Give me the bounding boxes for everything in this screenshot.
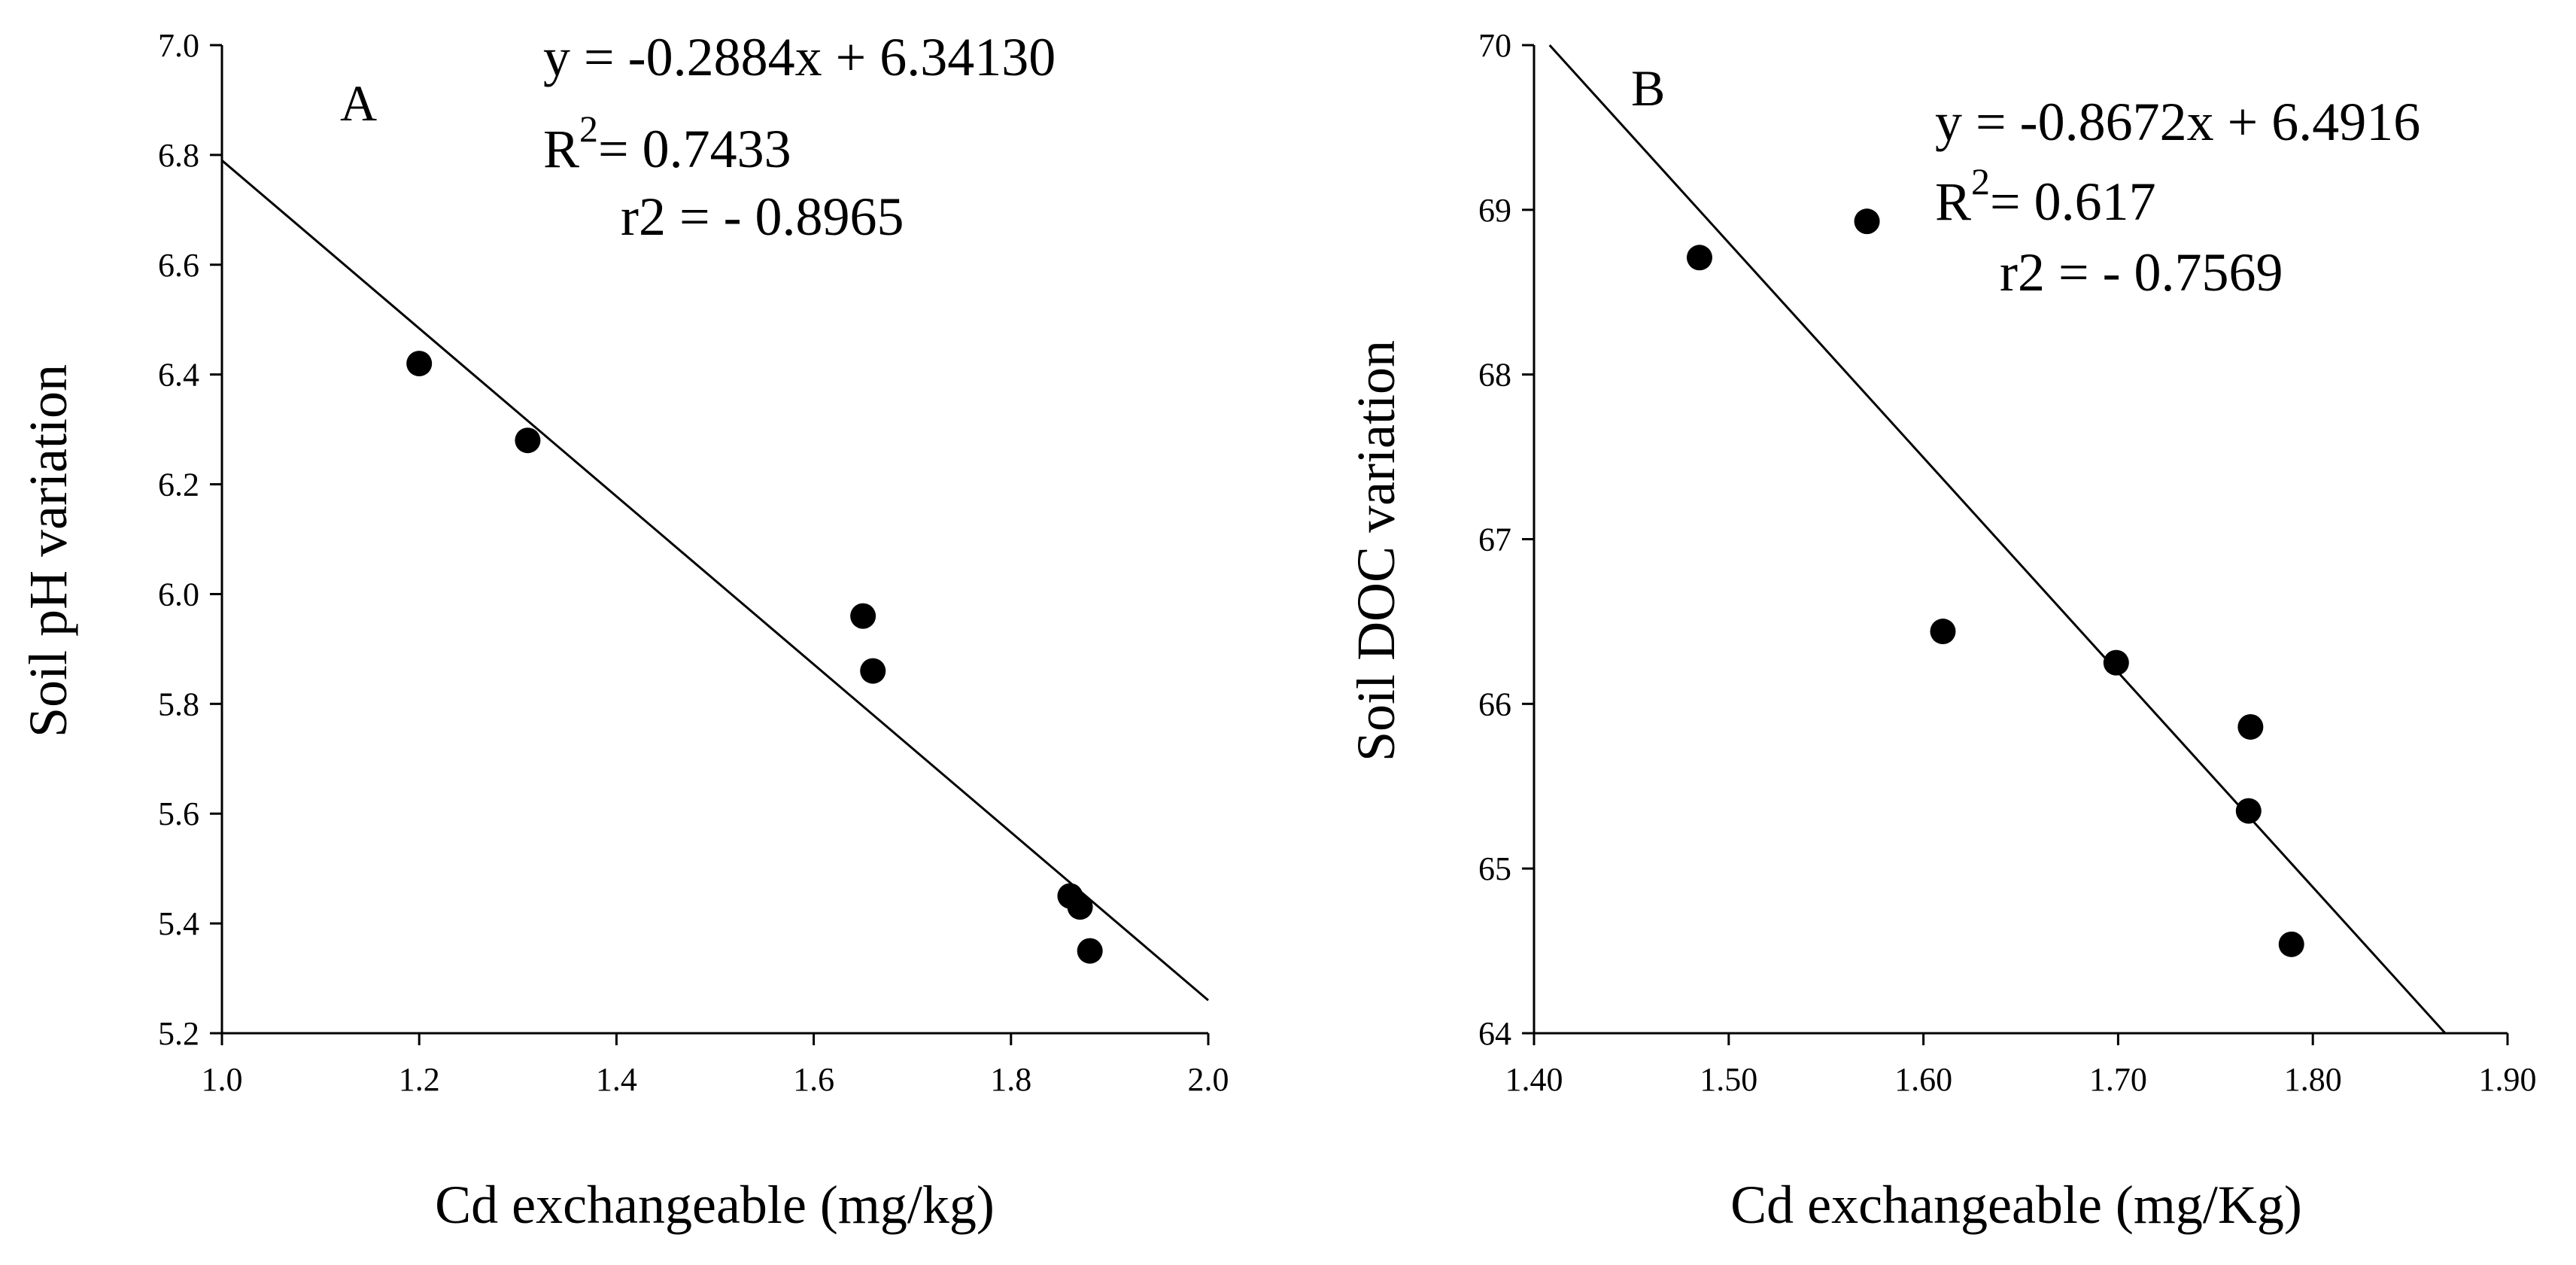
regression-line-a [221,160,1209,1002]
x-tick-label-a-0: 1.0 [202,1061,243,1098]
r-squared-superscript-b: 2 [1971,160,1990,202]
chart-panel-b: 1.40 1.50 1.60 1.70 1.80 1.90 64656667686970 … [1346,27,2537,1235]
y-tick-label-a-4: 6.0 [158,576,199,613]
y-tick-label-a-2: 5.6 [158,795,199,832]
x-tick-label-a-3: 1.6 [793,1061,834,1098]
scatter-points-b [1686,208,2304,957]
x-tick-label-b-3: 1.70 [2089,1061,2147,1098]
x-tick-label-b-4: 1.80 [2284,1061,2342,1098]
regression-equation-b: y = -0.8672x + 6.4916 [1935,92,2420,152]
y-tick-label-b-6: 70 [1478,27,1511,64]
x-tick-label-a-5: 2.0 [1188,1061,1229,1098]
y-tick-label-b-2: 66 [1478,686,1511,722]
y-tick-label-b-3: 67 [1478,522,1511,558]
panel-label-b: B [1631,59,1665,117]
y-ticks-a: 5.2 5.4 5.6 5.8 6.0 6.2 6.4 6.6 6.8 7.0 [158,27,222,1052]
y-tick-label-a-5: 6.2 [158,467,199,503]
data-point-b-3 [2103,649,2129,676]
y-ticks-b: 64 65 66 67 68 69 70 [1478,27,1534,1052]
data-point-a-5 [1067,894,1093,920]
data-point-a-3 [860,658,886,684]
x-axis-title-a: Cd exchangeable (mg/kg) [435,1175,995,1235]
correlation-label-b: r2 = - 0.7569 [2000,242,2283,303]
y-tick-label-a-3: 5.8 [158,686,199,722]
r-squared-prefix-a: R [543,119,579,179]
x-axis-title-b: Cd exchangeable (mg/Kg) [1730,1175,2302,1235]
chart-panel-a: 1.0 1.2 1.4 1.6 1.8 2.0 5.2 5.4 5.6 5.8 6.0 6.2 6.4… [18,27,1229,1235]
y-axis-title-b: Soil DOC variation [1346,340,1406,762]
r-squared-prefix-b: R [1935,172,1971,232]
data-point-b-0 [1686,245,1712,271]
y-tick-label-b-5: 69 [1478,192,1511,229]
scatter-points-a [406,351,1103,964]
data-point-b-1 [1854,208,1880,235]
x-tick-label-b-0: 1.40 [1505,1061,1563,1098]
panel-label-a: A [340,75,377,132]
regression-line-b [1548,44,2447,1035]
y-tick-label-a-7: 6.6 [158,247,199,284]
data-point-b-5 [2235,798,2262,824]
x-tick-label-a-1: 1.2 [399,1061,440,1098]
y-tick-label-a-6: 6.4 [158,357,199,394]
data-point-a-2 [850,603,876,629]
y-tick-label-a-1: 5.4 [158,905,199,942]
y-tick-label-b-0: 64 [1478,1015,1511,1052]
x-tick-label-b-2: 1.60 [1894,1061,1952,1098]
r-squared-value-b: = 0.617 [1990,172,2156,232]
r-squared-value-a: = 0.7433 [598,119,791,179]
y-axis-title-a: Soil pH variation [18,364,78,737]
r-squared-label-b: R2= 0.617 [1935,160,2156,232]
regression-equation-a: y = -0.2884x + 6.34130 [543,27,1056,87]
data-point-a-0 [406,351,433,377]
data-point-b-2 [1930,619,1956,645]
y-tick-label-a-9: 7.0 [158,27,199,64]
data-point-a-1 [515,427,541,454]
x-tick-label-a-2: 1.4 [596,1061,637,1098]
data-point-b-4 [2237,713,2264,740]
x-ticks-b: 1.40 1.50 1.60 1.70 1.80 1.90 [1505,1033,2537,1098]
y-tick-label-b-1: 65 [1478,850,1511,887]
data-point-a-6 [1077,938,1103,964]
x-ticks-a: 1.0 1.2 1.4 1.6 1.8 2.0 [202,1033,1229,1098]
r-squared-superscript-a: 2 [579,108,598,150]
x-tick-label-a-4: 1.8 [990,1061,1031,1098]
y-tick-label-a-0: 5.2 [158,1015,199,1052]
x-tick-label-b-5: 1.90 [2479,1061,2537,1098]
correlation-label-a: r2 = - 0.8965 [621,187,904,247]
r-squared-label-a: R2= 0.7433 [543,108,791,179]
x-tick-label-b-1: 1.50 [1700,1061,1757,1098]
y-tick-label-b-4: 68 [1478,357,1511,394]
data-point-b-6 [2278,931,2304,957]
y-tick-label-a-8: 6.8 [158,137,199,174]
